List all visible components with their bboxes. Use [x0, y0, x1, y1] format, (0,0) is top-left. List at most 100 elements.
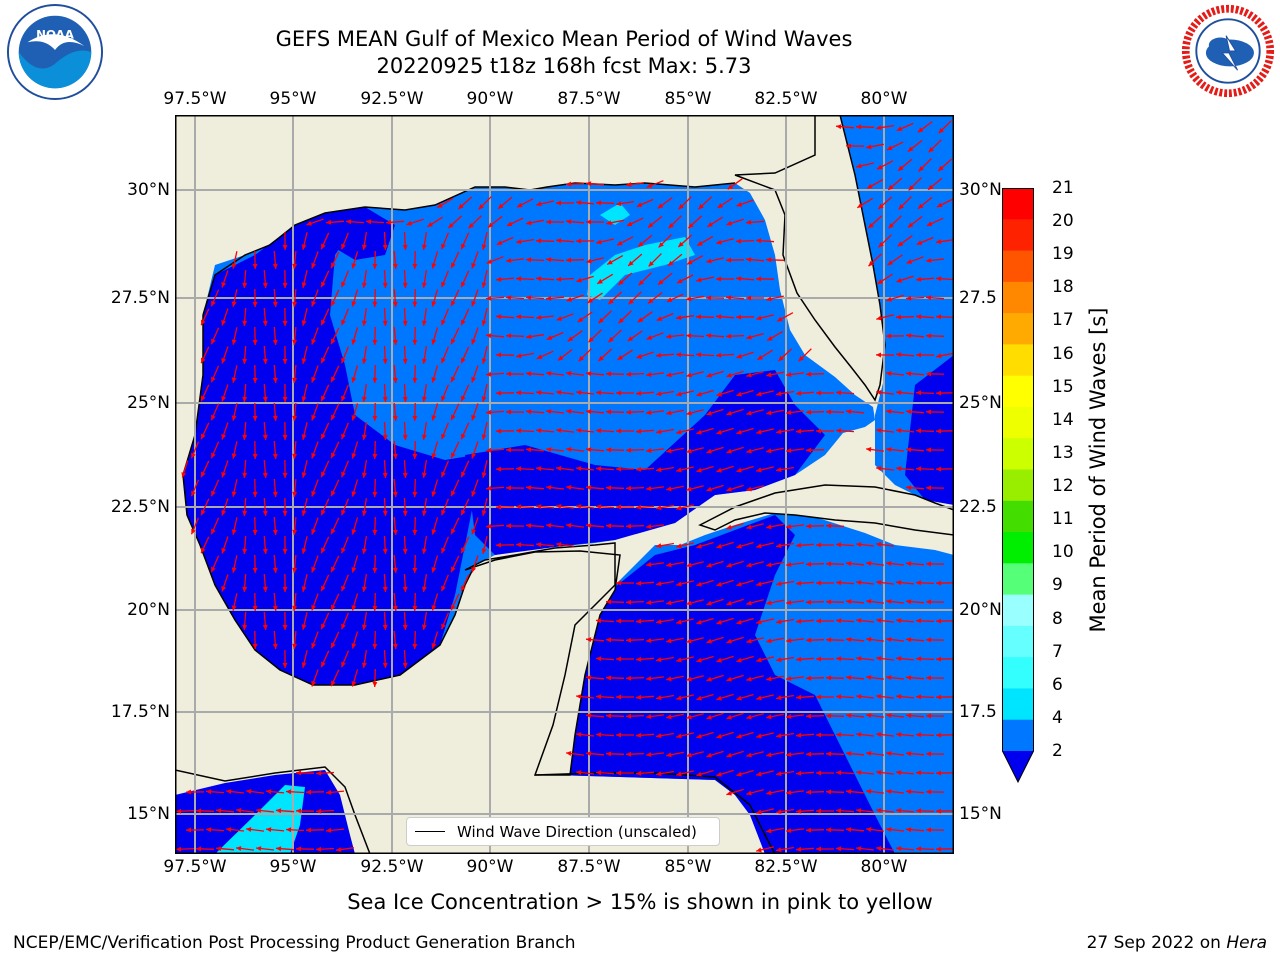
wind-wave-arrow-head — [402, 548, 408, 554]
wind-wave-arrow-head — [421, 472, 427, 478]
wind-wave-arrow-head — [676, 581, 682, 587]
wind-wave-arrow-head — [666, 562, 672, 568]
wind-wave-arrow-head — [618, 318, 624, 324]
wind-wave-arrow-head — [351, 643, 357, 649]
wind-wave-arrow-head — [292, 567, 298, 573]
colorbar-segment — [1002, 719, 1034, 752]
wind-wave-arrow-head — [826, 523, 832, 529]
wind-wave-arrow-head — [311, 414, 316, 421]
wind-wave-arrow-head — [806, 751, 812, 757]
wind-wave-arrow-head — [706, 295, 712, 301]
wind-wave-arrow-head — [231, 263, 237, 269]
wind-wave-arrow-head — [626, 221, 633, 226]
wind-wave-arrow-head — [616, 694, 621, 700]
wind-wave-arrow-head — [656, 352, 662, 358]
wind-wave-arrow-head — [876, 618, 882, 623]
wind-wave-arrow-head — [686, 714, 692, 720]
wind-wave-arrow-head — [331, 376, 336, 383]
wind-wave-arrow-head — [896, 618, 902, 624]
wind-wave-arrow-head — [798, 356, 804, 362]
wind-wave-arrow-head — [481, 320, 487, 326]
wind-wave-arrow-head — [756, 467, 762, 473]
colorbar-tick-label: 15 — [1052, 376, 1074, 397]
wind-wave-arrow-head — [471, 338, 476, 345]
wind-wave-arrow-head — [656, 316, 663, 321]
wind-wave-arrow-head — [826, 751, 832, 757]
wind-wave-arrow-head — [856, 124, 862, 130]
wind-wave-arrow-head — [201, 319, 206, 326]
wind-wave-arrow-head — [726, 790, 732, 796]
wind-wave-arrow-head — [382, 434, 388, 440]
wind-wave-arrow-head — [576, 390, 582, 395]
wind-wave-arrow-head — [676, 429, 682, 435]
wind-wave-arrow-head — [256, 846, 262, 851]
wind-wave-arrow-head — [896, 428, 902, 434]
wind-wave-arrow-head — [906, 599, 912, 605]
wind-wave-arrow-head — [766, 562, 772, 568]
lon-tick-bottom: 87.5°W — [557, 857, 621, 877]
wind-wave-arrow-head — [696, 771, 702, 777]
wind-wave-arrow-head — [471, 452, 476, 459]
wind-wave-arrow-head — [361, 472, 367, 478]
wind-wave-arrow-head — [908, 185, 914, 191]
wind-wave-arrow-head — [706, 333, 712, 339]
wind-wave-arrow-head — [412, 567, 418, 573]
wind-wave-arrow-head — [686, 410, 692, 416]
wind-wave-arrow-head — [766, 600, 772, 606]
wind-wave-arrow-head — [486, 523, 492, 529]
wind-wave-arrow-head — [402, 358, 408, 364]
wind-wave-arrow-head — [826, 827, 832, 833]
wind-wave-arrow-head — [566, 257, 572, 263]
wind-wave-arrow-head — [596, 390, 602, 396]
wind-wave-arrow-head — [716, 239, 722, 245]
wind-wave-arrow-head — [506, 523, 511, 529]
wind-wave-arrow-head — [516, 314, 522, 320]
wind-wave-arrow-head — [392, 377, 398, 383]
wind-wave-arrow-head — [898, 204, 904, 210]
wind-wave-arrow-head — [201, 509, 206, 516]
wind-wave-arrow-head — [636, 580, 642, 586]
wind-wave-arrow-head — [666, 334, 672, 339]
wind-wave-arrow-head — [916, 846, 922, 852]
wind-wave-arrow-head — [676, 391, 682, 397]
colorbar-title: Mean Period of Wind Waves [s] — [1086, 307, 1110, 633]
wind-wave-arrow-head — [412, 377, 418, 383]
wind-wave-arrow-head — [412, 605, 418, 611]
wind-wave-arrow-head — [626, 599, 632, 605]
wind-wave-arrow-head — [262, 510, 268, 516]
wind-wave-arrow-head — [617, 240, 623, 246]
wind-wave-arrow-head — [608, 336, 614, 343]
wind-wave-arrow-head — [586, 447, 592, 453]
wind-wave-arrow-head — [431, 263, 437, 269]
wind-wave-arrow-head — [856, 808, 862, 813]
wind-wave-arrow-head — [451, 300, 456, 307]
wind-wave-arrow-head — [576, 466, 582, 471]
wind-wave-arrow-head — [706, 752, 712, 758]
wind-wave-arrow-head — [262, 548, 268, 554]
wind-wave-arrow-head — [846, 675, 852, 681]
colorbar-tick-label: 11 — [1052, 509, 1074, 530]
colorbar — [1002, 188, 1034, 783]
wind-wave-arrow-head — [756, 581, 762, 587]
wind-wave-arrow-head — [926, 789, 931, 795]
wind-wave-arrow-head — [421, 282, 427, 288]
colorbar-tick-label: 17 — [1052, 310, 1074, 331]
wind-wave-arrow-head — [666, 297, 673, 302]
wind-wave-arrow-head — [658, 242, 664, 248]
wind-wave-arrow-head — [402, 396, 408, 402]
wind-wave-arrow-head — [707, 222, 713, 227]
wind-wave-arrow-head — [406, 220, 412, 226]
wind-wave-arrow-head — [437, 202, 443, 208]
wind-wave-arrow-head — [706, 600, 712, 606]
wind-wave-arrow-head — [926, 637, 931, 643]
wind-wave-arrow-head — [421, 586, 427, 592]
wind-wave-arrow-head — [372, 643, 378, 649]
footer-host: Hera — [1226, 933, 1267, 953]
wind-wave-arrow-head — [646, 676, 652, 681]
wind-wave-arrow-head — [382, 662, 388, 668]
wind-wave-arrow-head — [736, 771, 742, 777]
wind-wave-arrow-head — [906, 447, 912, 453]
wind-wave-arrow-head — [246, 827, 252, 832]
wind-wave-arrow-head — [441, 509, 446, 516]
wind-wave-arrow-head — [316, 770, 322, 776]
